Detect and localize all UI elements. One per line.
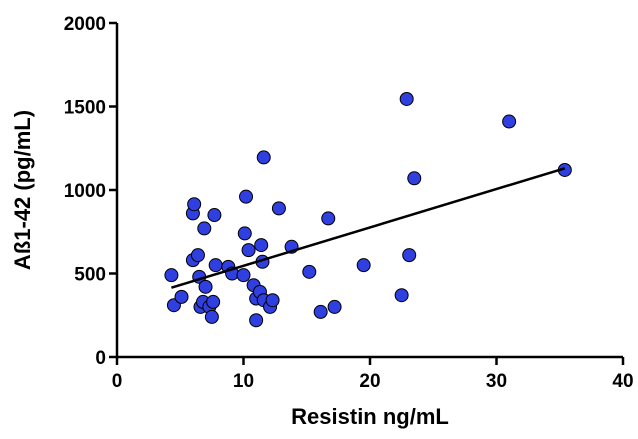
data-point	[241, 243, 256, 258]
data-point	[164, 268, 179, 283]
data-point	[356, 258, 371, 273]
data-point	[208, 258, 223, 273]
data-point	[239, 189, 254, 204]
data-point	[271, 201, 286, 216]
data-point	[407, 171, 422, 186]
trendline-group	[171, 167, 566, 289]
trendline	[171, 167, 566, 289]
x-tick-label: 10	[233, 371, 254, 392]
data-point	[187, 197, 202, 212]
data-point	[327, 299, 342, 314]
data-point	[197, 221, 212, 236]
data-point	[394, 288, 409, 303]
y-tick-label: 2000	[64, 14, 106, 35]
data-point	[198, 279, 213, 294]
data-point	[207, 208, 222, 223]
data-point	[321, 211, 336, 226]
x-tick-label: 40	[612, 371, 633, 392]
y-tick-label: 500	[74, 265, 106, 286]
data-point	[236, 268, 251, 283]
axes: 0 500 1000 1500 2000 0 10 20 30 40	[64, 14, 634, 392]
data-point	[313, 304, 328, 319]
data-point	[399, 91, 414, 106]
data-point	[402, 248, 417, 263]
data-point	[174, 289, 189, 304]
data-point	[302, 264, 317, 279]
x-axis-title: Resistin ng/mL	[291, 404, 449, 429]
data-point	[254, 238, 269, 253]
y-axis-title: Aß1-42 (pg/mL)	[10, 110, 35, 270]
data-point	[502, 114, 517, 129]
data-point	[204, 309, 219, 324]
x-tick-label: 30	[486, 371, 507, 392]
x-tick-label: 20	[359, 371, 380, 392]
x-tick-label: 0	[112, 371, 123, 392]
data-points	[164, 91, 572, 328]
data-point	[237, 226, 252, 241]
data-point	[190, 248, 205, 263]
y-tick-label: 0	[95, 348, 106, 369]
y-tick-label: 1000	[64, 181, 106, 202]
data-point	[256, 150, 271, 165]
y-tick-label: 1500	[64, 98, 106, 119]
data-point	[206, 294, 221, 309]
data-point	[249, 313, 264, 328]
data-point	[265, 293, 280, 308]
